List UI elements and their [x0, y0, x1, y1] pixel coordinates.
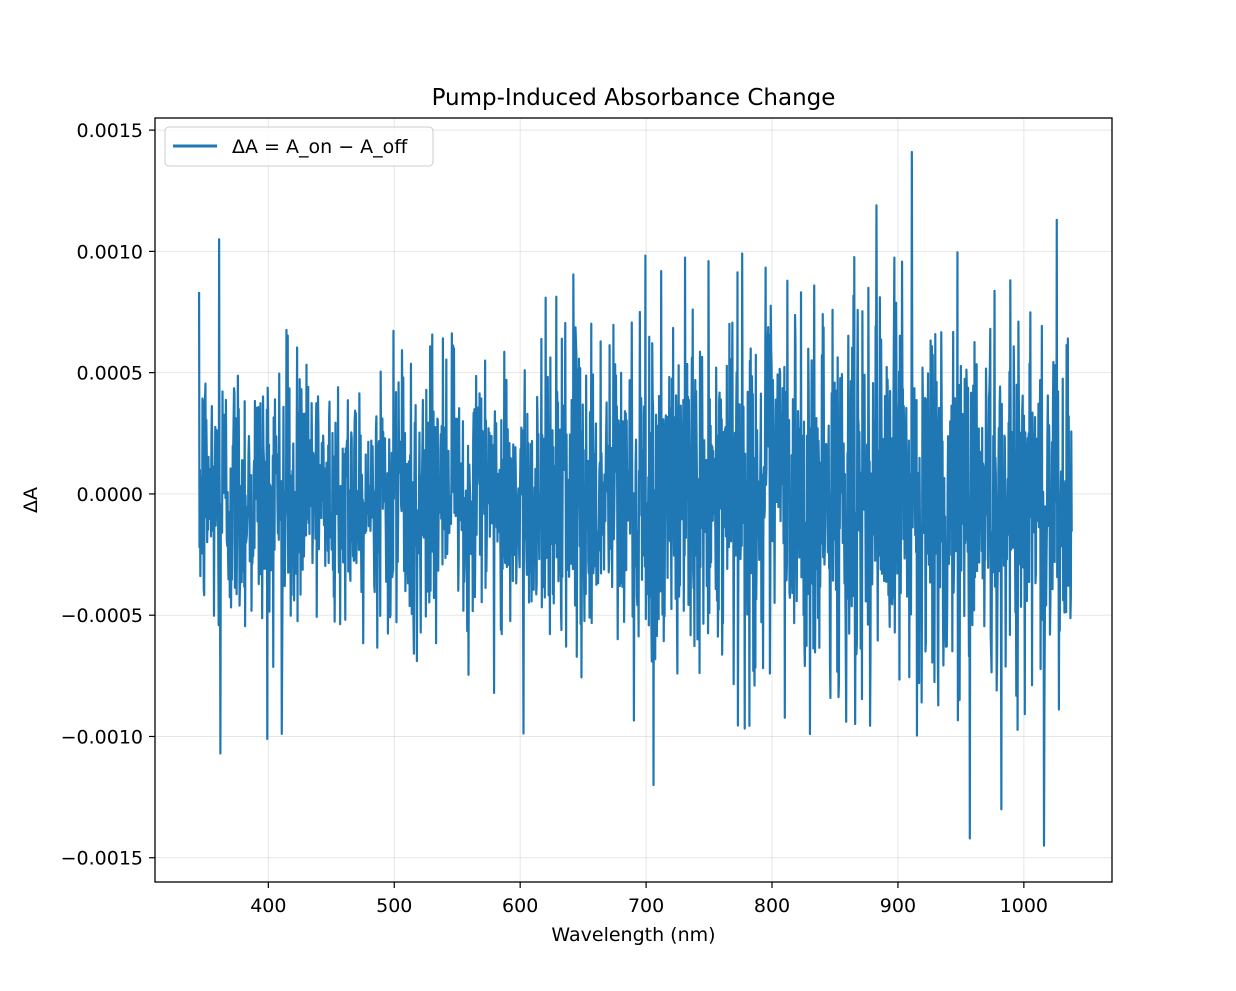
legend: ΔA = A_on − A_off — [164, 126, 434, 167]
y-tick-label: 0.0015 — [77, 120, 143, 142]
x-tick-label: 600 — [502, 895, 538, 917]
legend-box — [164, 126, 434, 167]
axes-frame — [154, 117, 1113, 883]
x-tick-label: 800 — [754, 895, 790, 917]
plot-area — [197, 150, 1073, 847]
series-line-delta-a — [197, 150, 1073, 847]
y-tick-label: 0.0010 — [77, 241, 143, 263]
y-axis-label: ΔA — [20, 487, 42, 513]
x-tick-label: 900 — [880, 895, 916, 917]
chart-title: Pump-Induced Absorbance Change — [432, 85, 836, 111]
x-tick-label: 1000 — [1000, 895, 1048, 917]
y-tick-label: −0.0015 — [61, 848, 143, 870]
x-tick-label: 500 — [376, 895, 412, 917]
y-tick-label: −0.0005 — [61, 605, 143, 627]
y-axis-ticks: −0.0015 −0.0010 −0.0005 0.0000 0.0005 0.0010 0… — [61, 120, 155, 870]
x-axis-ticks: 400 500 600 700 800 900 1000 — [250, 882, 1048, 917]
x-tick-label: 700 — [628, 895, 664, 917]
y-tick-label: 0.0005 — [77, 363, 143, 385]
legend-entry-label: ΔA = A_on − A_off — [232, 136, 408, 158]
x-axis-label: Wavelength (nm) — [551, 924, 715, 946]
x-tick-label: 400 — [250, 895, 286, 917]
y-tick-label: 0.0000 — [77, 484, 143, 506]
y-tick-label: −0.0010 — [61, 726, 143, 748]
